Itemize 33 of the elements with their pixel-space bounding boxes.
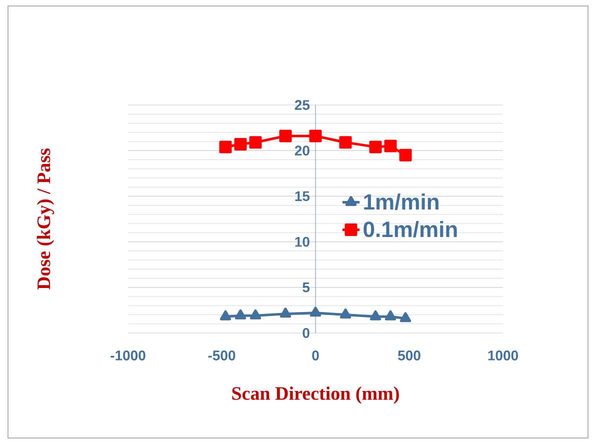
point [219,140,232,154]
y-axis-title: Dose (kGy) / Pass [36,148,54,290]
point [280,308,292,318]
legend-label: 1m/min [364,194,438,210]
point [384,140,397,152]
point [220,310,232,320]
point [234,309,246,320]
x-tick-label: 1000 [488,350,518,360]
point [234,138,247,150]
x-tick-label: -500 [208,350,236,360]
point [400,312,412,322]
y-tick-label: 15 [295,191,310,202]
y-tick-label: 0 [302,328,310,338]
point [370,310,382,320]
y-tick-label: 5 [302,282,310,292]
point [310,306,322,317]
point [399,148,412,162]
x-tick-label: 0 [312,350,319,360]
y-tick-label: 10 [295,236,310,247]
y-tick-label: 20 [294,146,310,156]
point [340,308,352,319]
point [309,130,322,142]
point [369,140,382,154]
y-tick-label: 25 [294,100,310,110]
point [279,130,292,142]
legend-label: 0.1m/min [364,220,457,238]
x-tick-label: -1000 [110,350,146,360]
point [339,136,352,149]
x-tick-label: 500 [398,350,420,360]
point [250,309,262,320]
point [384,310,396,320]
x-axis-title: Scan Direction (mm) [232,386,399,404]
point [249,136,262,149]
